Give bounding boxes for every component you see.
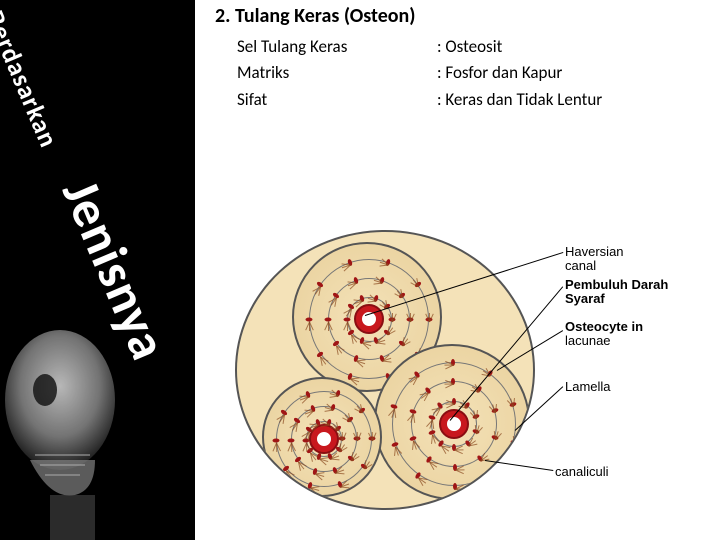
property-row: Matriks: Fosfor dan Kapur bbox=[237, 60, 712, 86]
diagram-label: Haversiancanal bbox=[565, 245, 624, 274]
sidebar: Berdasarkan Jenisnya bbox=[0, 0, 195, 540]
property-row: Sifat: Keras dan Tidak Lentur bbox=[237, 87, 712, 113]
diagram-label: Osteocyte inlacunae bbox=[565, 320, 643, 349]
property-value: : Osteosit bbox=[437, 34, 712, 60]
diagram-label: Pembuluh DarahSyaraf bbox=[565, 278, 668, 307]
property-row: Sel Tulang Keras: Osteosit bbox=[237, 34, 712, 60]
content-area: 2. Tulang Keras (Osteon) Sel Tulang Kera… bbox=[215, 4, 712, 113]
diagram-label: Lamella bbox=[565, 380, 611, 394]
diagram-label: canaliculi bbox=[555, 465, 608, 479]
osteon-diagram: Haversiancanal Pembuluh DarahSyaraf Osteoc… bbox=[235, 230, 685, 510]
sidebar-label-small: Berdasarkan bbox=[0, 6, 65, 153]
osteon bbox=[262, 377, 382, 497]
property-key: Matriks bbox=[237, 60, 437, 86]
property-value: : Fosfor dan Kapur bbox=[437, 60, 712, 86]
property-key: Sifat bbox=[237, 87, 437, 113]
property-key: Sel Tulang Keras bbox=[237, 34, 437, 60]
heading: 2. Tulang Keras (Osteon) bbox=[215, 4, 712, 28]
haversian-canal bbox=[354, 304, 384, 334]
osteon bbox=[374, 344, 530, 500]
properties-list: Sel Tulang Keras: OsteositMatriks: Fosfo… bbox=[237, 34, 712, 113]
tissue-outline bbox=[235, 230, 535, 510]
property-value: : Keras dan Tidak Lentur bbox=[437, 87, 712, 113]
